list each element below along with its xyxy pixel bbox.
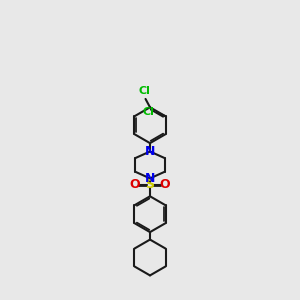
Text: Cl: Cl <box>139 86 151 96</box>
Text: O: O <box>130 178 140 191</box>
Text: S: S <box>146 178 154 191</box>
Text: N: N <box>145 172 155 185</box>
Text: Cl: Cl <box>142 107 154 117</box>
Text: N: N <box>145 145 155 158</box>
Text: O: O <box>160 178 170 191</box>
